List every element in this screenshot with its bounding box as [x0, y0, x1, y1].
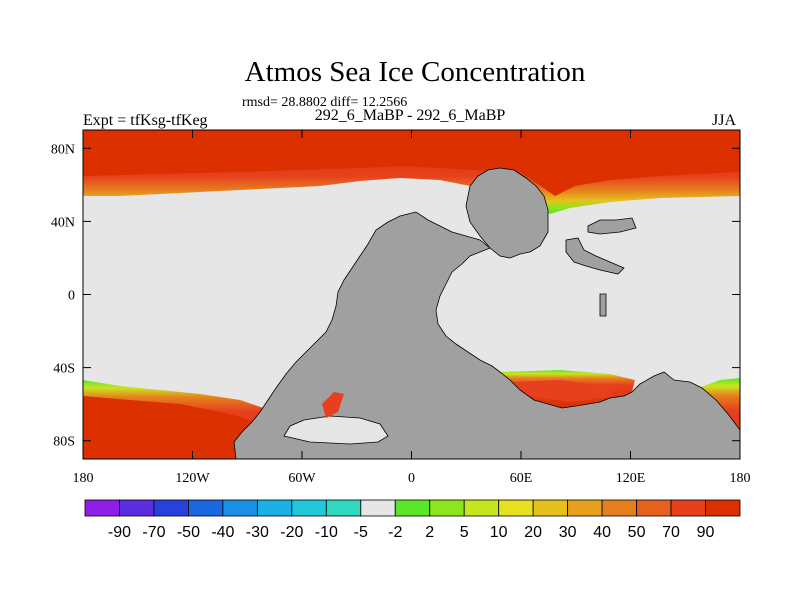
colorbar-label: -30 [246, 524, 269, 541]
colorbar: -90 -70 -50 -40 -30 -20 -10 -5 -2 2 5 10 20 30 40 50 70 9… [84, 499, 741, 541]
colorbar-box [567, 499, 603, 517]
arctic-ice-core [83, 130, 740, 196]
colorbar-box [532, 499, 569, 517]
y-tick-label: 80N [51, 142, 75, 157]
land-main-continent [233, 211, 740, 459]
colorbar-label: 30 [559, 524, 577, 541]
colorbar-box [670, 499, 706, 517]
colorbar-label: 20 [524, 524, 542, 541]
colorbar-label: 10 [490, 524, 508, 541]
colorbar-box [291, 499, 327, 517]
colorbar-box [188, 499, 224, 517]
colorbar-box [325, 499, 362, 517]
colorbar-label: 2 [425, 524, 434, 541]
land-inner-sea [283, 415, 389, 445]
x-tick-label: 120E [616, 471, 646, 486]
colorbar-label: -10 [315, 524, 338, 541]
land-inner-sea-ice [322, 392, 344, 418]
southern-ice-core-indian [510, 380, 615, 402]
chart-title: Atmos Sea Ice Concentration [244, 56, 586, 88]
colorbar-box [119, 499, 155, 517]
colorbar-box [153, 499, 189, 517]
colorbar-label: 5 [460, 524, 469, 541]
x-tick-label: 60E [510, 471, 533, 486]
colorbar-label: -2 [388, 524, 402, 541]
colorbar-label: -40 [211, 524, 234, 541]
stats-label: rmsd= 28.8802 diff= 12.2566 [242, 95, 408, 110]
experiment-label: Expt = tfKsg-tfKeg [83, 112, 208, 129]
season-label: JJA [712, 112, 737, 129]
colorbar-label: -90 [108, 524, 131, 541]
land-island-small [599, 293, 607, 317]
colorbar-label: -5 [354, 524, 368, 541]
colorbar-label: -20 [280, 524, 303, 541]
period-label: 292_6_MaBP - 292_6_MaBP [314, 107, 506, 124]
land-island-east [587, 217, 637, 235]
x-axis: 180 120W 60W 0 60E 120E 180 [73, 130, 751, 486]
y-tick-label: 80S [53, 435, 75, 450]
colorbar-box [705, 499, 741, 517]
colorbar-box [360, 499, 396, 517]
colorbar-box [636, 499, 672, 517]
x-tick-label: 180 [73, 471, 94, 486]
x-tick-label: 0 [408, 471, 415, 486]
colorbar-box [429, 499, 465, 517]
x-tick-label: 60W [288, 471, 316, 486]
y-tick-label: 0 [68, 289, 75, 304]
colorbar-box [394, 499, 431, 517]
y-tick-label: 40S [53, 362, 75, 377]
land-island-peninsula [565, 237, 625, 275]
colorbar-box [84, 499, 120, 517]
x-tick-label: 180 [730, 471, 751, 486]
colorbar-label: 50 [628, 524, 646, 541]
x-tick-label: 120W [175, 471, 210, 486]
land-mask [233, 167, 740, 459]
colorbar-box [222, 499, 258, 517]
colorbar-label: -50 [177, 524, 200, 541]
colorbar-box [498, 499, 534, 517]
colorbar-label: 40 [593, 524, 611, 541]
colorbar-label: -70 [142, 524, 165, 541]
colorbar-label: 90 [697, 524, 715, 541]
y-tick-label: 40N [51, 215, 75, 230]
colorbar-box [463, 499, 500, 517]
land-north-polar [465, 167, 549, 259]
colorbar-label: 70 [662, 524, 680, 541]
y-axis: 80N 40N 0 40S 80S [51, 142, 740, 450]
colorbar-box [256, 499, 293, 517]
southern-ice-core-west [83, 396, 262, 459]
colorbar-box [601, 499, 637, 517]
